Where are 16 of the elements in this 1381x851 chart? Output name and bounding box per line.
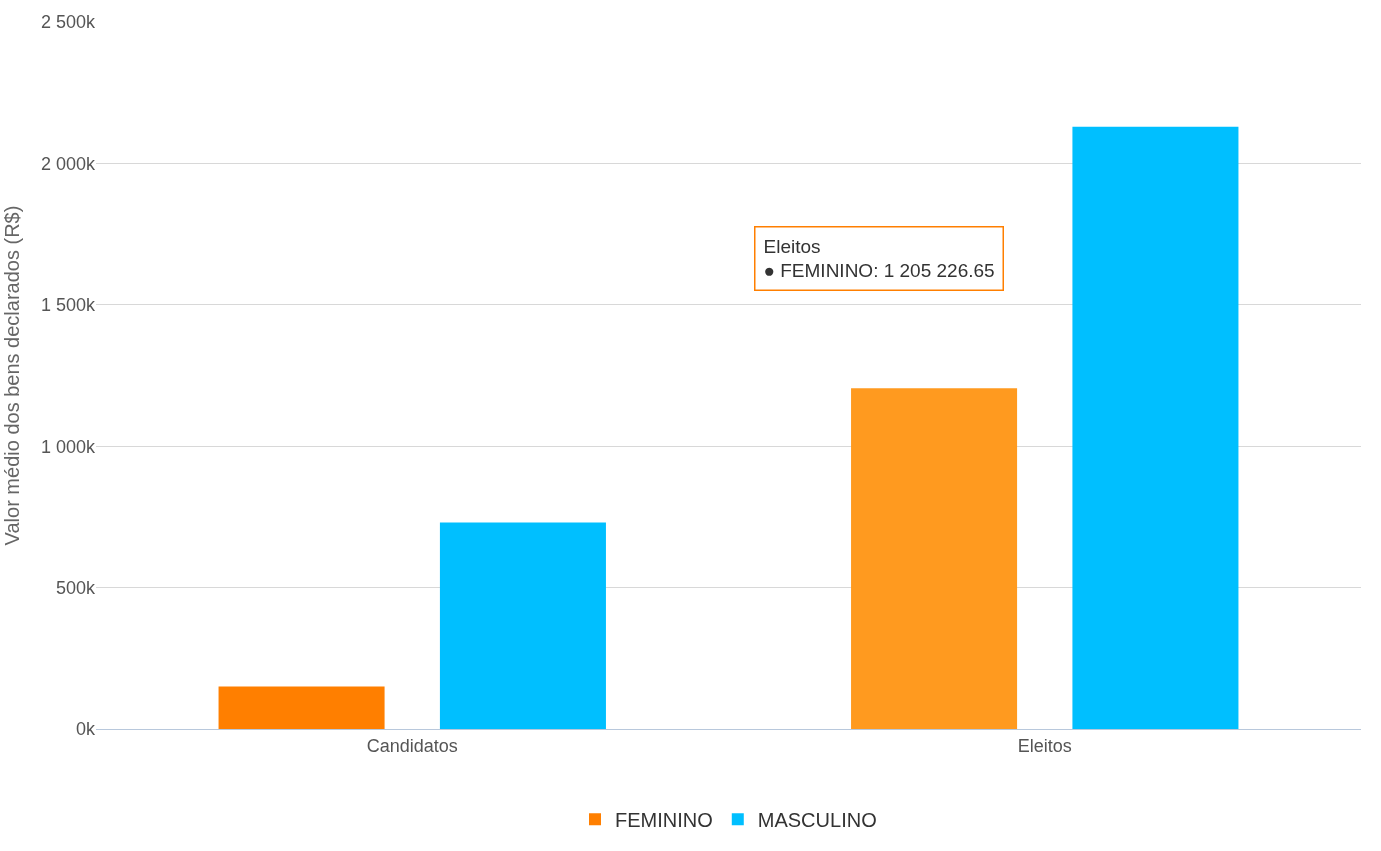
bar (439, 522, 606, 729)
bar (1072, 126, 1239, 729)
bar (851, 388, 1018, 729)
y-tick-label: 1 500k (40, 295, 96, 316)
bar (218, 686, 385, 729)
y-tick-label: 1 000k (40, 436, 96, 457)
y-axis-title: Valor médio dos bens declarados (R$) (1, 205, 24, 546)
legend-label: MASCULINO (757, 809, 877, 831)
y-tick-label: 0k (75, 719, 96, 740)
y-tick-label: 500k (55, 577, 96, 598)
x-tick-label: Eleitos (1017, 735, 1072, 756)
y-tick-label: 2 000k (40, 153, 96, 174)
x-tick-label: Candidatos (366, 735, 458, 756)
legend-label: FEMININO (615, 809, 713, 831)
y-tick-label: 2 500k (40, 12, 96, 33)
annotation: Eleitos ● FEMININO: 1 205 226.65 (763, 235, 995, 282)
